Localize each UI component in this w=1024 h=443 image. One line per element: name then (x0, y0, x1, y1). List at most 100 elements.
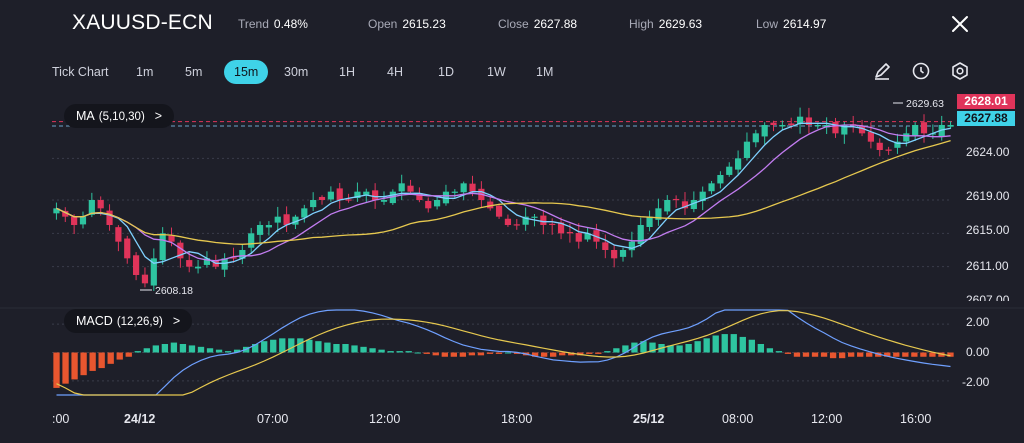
tab-1h[interactable]: 1H (339, 65, 355, 79)
macd-bar (98, 352, 105, 369)
macd-bar (215, 349, 223, 353)
candle (531, 216, 538, 218)
close-button[interactable] (948, 12, 972, 36)
candle (345, 199, 352, 201)
macd-bar (71, 352, 78, 380)
candle (416, 193, 423, 200)
candle (354, 191, 361, 199)
macd-bar (838, 352, 846, 359)
candle (327, 191, 334, 200)
macd-bar (351, 345, 358, 353)
macd-bar (324, 342, 331, 353)
candle (805, 117, 813, 125)
stat-low: Low 2614.97 (756, 17, 827, 31)
candle (487, 201, 494, 209)
candle (903, 133, 910, 142)
candle (611, 249, 618, 259)
macd-bar (550, 352, 557, 357)
macd-bar (107, 352, 114, 364)
candle (115, 227, 122, 242)
macd-bar (125, 352, 132, 357)
candle (575, 233, 582, 242)
candle (779, 125, 786, 127)
macd-bar (712, 335, 719, 353)
candle (788, 123, 795, 125)
macd-bar (911, 352, 918, 357)
macd-bar (333, 344, 340, 353)
candle (265, 225, 272, 228)
candle (646, 216, 653, 227)
candle (699, 191, 706, 202)
macd-bar (89, 352, 96, 371)
macd-bar (468, 352, 476, 356)
macd-bar (477, 352, 485, 356)
candle (71, 216, 78, 225)
macd-bar (667, 345, 674, 353)
macd-bar (53, 352, 60, 388)
candle (726, 166, 733, 175)
candle (336, 188, 343, 200)
candle (239, 250, 246, 259)
candle (495, 205, 503, 217)
ma5-line (56, 122, 951, 264)
tab-4h[interactable]: 4H (387, 65, 403, 79)
macd-bar (802, 352, 810, 357)
macd-bar (179, 344, 187, 353)
stat-trend: Trend 0.48% (238, 17, 308, 31)
macd-bar (152, 345, 160, 353)
timer-button[interactable] (910, 60, 932, 82)
candle (796, 116, 804, 125)
tab-1d[interactable]: 1D (438, 65, 454, 79)
macd-bar (884, 352, 891, 357)
macd-bar (360, 346, 367, 353)
tab-1mo[interactable]: 1M (536, 65, 554, 79)
tab-15m[interactable]: 15m (224, 60, 269, 84)
macd-bar (297, 338, 304, 353)
candle (752, 133, 759, 143)
candle (761, 125, 768, 137)
macd-bar (893, 352, 900, 357)
macd-bar (757, 344, 765, 353)
ma-indicator-pill[interactable]: MA (5,10,30) > (64, 104, 175, 128)
macd-bar (170, 342, 178, 353)
low-annotation: 2608.18 (155, 285, 193, 297)
macd-bar (450, 352, 457, 357)
macd-bar (279, 338, 286, 353)
candle (79, 216, 87, 225)
macd-bar (622, 345, 629, 353)
candle (425, 200, 432, 209)
macd-bar (685, 344, 692, 353)
candle (460, 183, 467, 193)
tab-5m[interactable]: 5m (185, 65, 203, 79)
tab-1w[interactable]: 1W (487, 65, 506, 79)
symbol-title: XAUUSD-ECN (72, 11, 213, 34)
candle (434, 200, 441, 207)
candle (664, 200, 671, 212)
macd-bar (613, 348, 620, 353)
macd-bar (342, 344, 349, 353)
settings-button[interactable] (949, 60, 971, 82)
macd-bar (559, 352, 566, 356)
candle (203, 258, 211, 265)
price-chart[interactable] (0, 95, 1024, 405)
tab-tick-chart[interactable]: Tick Chart (52, 65, 109, 79)
candle (673, 198, 680, 201)
macd-bar (847, 352, 855, 357)
macd-bar (306, 339, 313, 353)
candle (841, 125, 848, 135)
macd-indicator-pill[interactable]: MACD (12,26,9) > (64, 309, 193, 333)
candle (770, 122, 777, 125)
stat-close: Close 2627.88 (498, 17, 578, 31)
candle (363, 191, 370, 195)
x-tick-label: 16:00 (900, 412, 932, 426)
candle (301, 208, 308, 218)
tab-1m[interactable]: 1m (136, 65, 154, 79)
candle (177, 242, 184, 259)
tab-30m[interactable]: 30m (284, 65, 309, 79)
draw-tool-button[interactable] (871, 60, 893, 82)
candle (124, 238, 131, 259)
candle (602, 242, 609, 250)
macd-bar (504, 352, 512, 354)
macd-bar (270, 339, 277, 353)
candle (814, 125, 821, 127)
